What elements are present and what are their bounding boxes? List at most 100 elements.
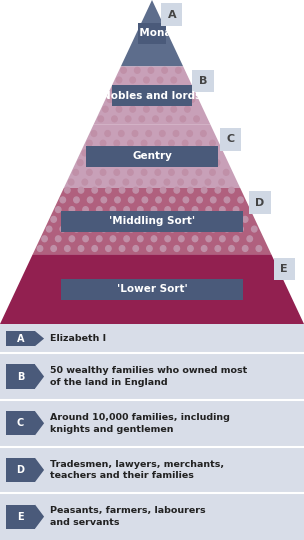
FancyBboxPatch shape — [0, 353, 304, 400]
Circle shape — [160, 246, 166, 252]
Text: B: B — [199, 76, 207, 86]
Circle shape — [238, 226, 243, 232]
Circle shape — [107, 97, 113, 103]
Circle shape — [148, 97, 154, 103]
Circle shape — [101, 226, 106, 232]
Circle shape — [98, 116, 103, 122]
Circle shape — [155, 170, 161, 176]
Circle shape — [88, 197, 93, 203]
Circle shape — [150, 179, 156, 185]
Circle shape — [60, 197, 66, 203]
Circle shape — [110, 207, 116, 213]
Circle shape — [155, 140, 161, 146]
Circle shape — [73, 170, 78, 176]
Circle shape — [194, 116, 199, 122]
Circle shape — [162, 68, 168, 73]
Circle shape — [121, 68, 126, 73]
Text: Tradesmen, lawyers, merchants,
teachers and their families: Tradesmen, lawyers, merchants, teachers … — [50, 460, 224, 481]
Circle shape — [170, 197, 175, 203]
FancyBboxPatch shape — [6, 458, 35, 482]
Circle shape — [130, 77, 136, 83]
Circle shape — [210, 226, 216, 232]
Circle shape — [205, 150, 211, 156]
Circle shape — [91, 131, 97, 137]
Circle shape — [121, 97, 126, 103]
Circle shape — [165, 207, 170, 213]
Circle shape — [68, 179, 74, 185]
Polygon shape — [35, 411, 44, 435]
FancyBboxPatch shape — [86, 146, 218, 167]
Circle shape — [142, 226, 147, 232]
Polygon shape — [0, 254, 304, 324]
Circle shape — [74, 226, 79, 232]
FancyBboxPatch shape — [6, 504, 35, 529]
Text: D: D — [255, 198, 264, 207]
Circle shape — [142, 197, 147, 203]
Circle shape — [115, 226, 120, 232]
Circle shape — [233, 207, 239, 213]
Circle shape — [119, 246, 125, 252]
Circle shape — [157, 77, 163, 83]
Circle shape — [196, 170, 202, 176]
Circle shape — [144, 106, 149, 112]
Circle shape — [206, 207, 211, 213]
Circle shape — [188, 217, 193, 222]
Circle shape — [128, 226, 134, 232]
Circle shape — [128, 140, 133, 146]
Circle shape — [147, 187, 152, 193]
Circle shape — [201, 131, 206, 137]
Circle shape — [139, 87, 144, 93]
Circle shape — [144, 77, 149, 83]
FancyBboxPatch shape — [249, 191, 271, 214]
Circle shape — [251, 226, 257, 232]
Circle shape — [187, 160, 192, 166]
Circle shape — [105, 217, 111, 222]
FancyBboxPatch shape — [0, 447, 304, 494]
Circle shape — [171, 77, 176, 83]
Circle shape — [178, 150, 183, 156]
Circle shape — [197, 197, 202, 203]
Circle shape — [119, 187, 125, 193]
Circle shape — [126, 87, 131, 93]
Circle shape — [64, 246, 70, 252]
Circle shape — [215, 246, 220, 252]
Circle shape — [51, 246, 56, 252]
Circle shape — [229, 217, 234, 222]
Circle shape — [56, 207, 61, 213]
Polygon shape — [35, 504, 44, 529]
Circle shape — [161, 217, 166, 222]
Circle shape — [210, 140, 215, 146]
Circle shape — [174, 246, 179, 252]
Circle shape — [119, 131, 124, 137]
FancyBboxPatch shape — [192, 70, 213, 92]
Circle shape — [224, 226, 230, 232]
Circle shape — [124, 236, 129, 242]
Circle shape — [233, 236, 239, 242]
Circle shape — [178, 207, 184, 213]
Circle shape — [164, 179, 170, 185]
Circle shape — [87, 140, 92, 146]
Circle shape — [132, 160, 138, 166]
Circle shape — [224, 197, 230, 203]
Circle shape — [47, 226, 52, 232]
Circle shape — [78, 217, 84, 222]
Circle shape — [196, 140, 202, 146]
Circle shape — [169, 140, 174, 146]
Text: B: B — [17, 372, 24, 382]
Circle shape — [96, 207, 102, 213]
Circle shape — [133, 217, 138, 222]
Circle shape — [206, 236, 211, 242]
Circle shape — [223, 170, 229, 176]
Circle shape — [133, 246, 138, 252]
FancyBboxPatch shape — [274, 258, 295, 280]
Circle shape — [173, 160, 179, 166]
Circle shape — [78, 187, 84, 193]
Circle shape — [100, 140, 106, 146]
FancyBboxPatch shape — [161, 3, 182, 26]
Circle shape — [192, 179, 197, 185]
FancyBboxPatch shape — [6, 364, 35, 389]
Circle shape — [88, 226, 93, 232]
Polygon shape — [35, 331, 44, 346]
FancyBboxPatch shape — [61, 279, 243, 300]
Circle shape — [192, 207, 198, 213]
